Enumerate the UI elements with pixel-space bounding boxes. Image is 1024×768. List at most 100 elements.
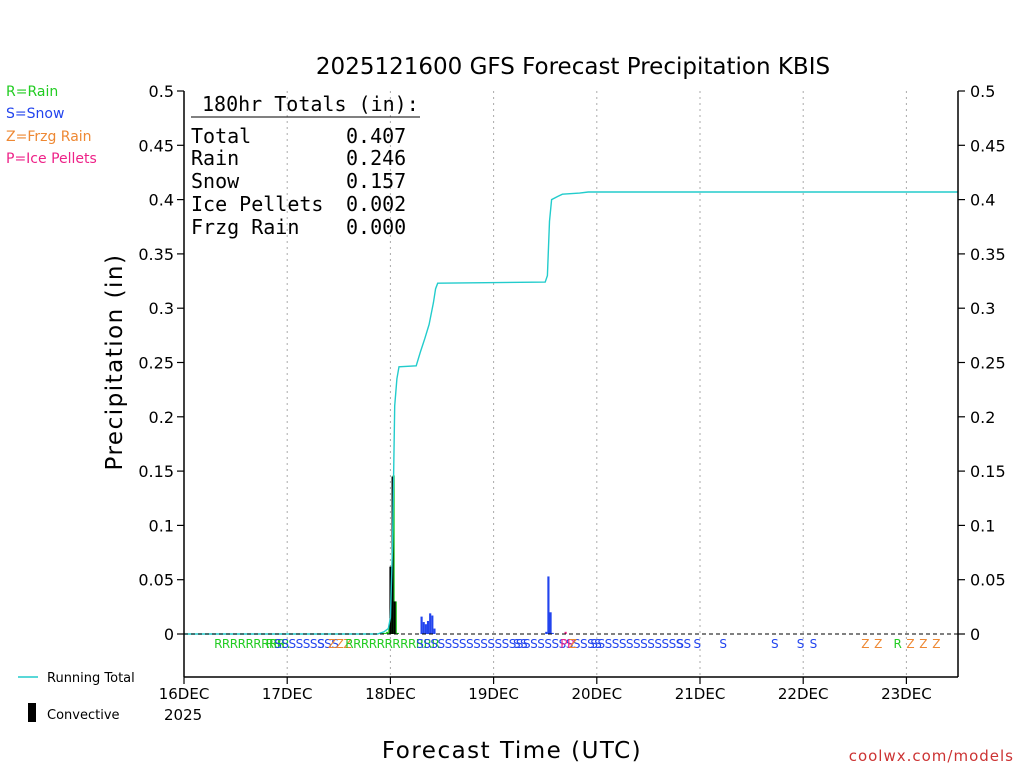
precip-type-marker-rain: RRR: [266, 637, 290, 651]
precip-bars: [379, 475, 567, 634]
y-tick-label-right: 0: [970, 625, 980, 644]
totals-value-total: 0.407: [346, 124, 406, 148]
bar-rain: [394, 601, 397, 634]
y-tick-label-right: 0.3: [970, 299, 995, 318]
precip-type-marker-rain: R: [894, 637, 902, 651]
precip-type-marker-snow: SSSSSSSSSS: [530, 637, 601, 651]
bar-snow: [424, 624, 427, 634]
legend-running-total: Running Total: [47, 671, 135, 686]
y-tick-label-right: 0.15: [970, 462, 1006, 481]
y-axis-label: Precipitation (in): [102, 254, 128, 471]
y-tick-label-left: 0.1: [149, 516, 174, 535]
precip-type-marker-snow: SS: [513, 637, 527, 651]
bar-snow: [551, 632, 554, 634]
y-tick-label-left: 0.2: [149, 408, 174, 427]
legend-snow: S=Snow: [6, 106, 64, 122]
totals-label-rain: Rain: [191, 146, 239, 170]
y-tick-label-left: 0.4: [149, 191, 174, 210]
precip-type-marker-snow: SSSSSSSSSSSSS: [590, 637, 683, 651]
y-tick-label-right: 0.35: [970, 245, 1006, 264]
x-tick-label: 18DEC: [365, 685, 416, 703]
y-tick-label-left: 0: [164, 625, 174, 644]
totals-value-ice-pellets: 0.002: [346, 192, 406, 216]
totals-value-rain: 0.246: [346, 146, 406, 170]
precip-type-marker-frzg_rain: Z: [932, 637, 940, 651]
y-tick-label-right: 0.4: [970, 191, 995, 210]
totals-value-frzg-rain: 0.000: [346, 215, 406, 239]
y-tick-label-left: 0.05: [138, 571, 174, 590]
precip-type-marker-rain: RRRRRRRRR: [214, 637, 285, 651]
y-tick-label-right: 0.25: [970, 354, 1006, 373]
y-tick-label-right: 0.2: [970, 408, 995, 427]
x-tick-label: 22DEC: [778, 685, 829, 703]
precip-type-marker-rain: RRRRRRRRRRRR: [345, 637, 439, 651]
bar-rain: [383, 632, 387, 634]
precip-type-marker-frzg_rain: Z: [569, 637, 577, 651]
precip-type-marker-snow: S: [317, 637, 324, 651]
credit-text: coolwx.com/models: [849, 747, 1014, 765]
x-tick-label: 20DEC: [572, 685, 623, 703]
totals-header: 180hr Totals (in):: [202, 92, 419, 116]
x-axis-label: Forecast Time (UTC): [382, 738, 642, 764]
totals-label-total: Total: [191, 124, 251, 148]
bar-snow: [549, 612, 552, 634]
bar-rain: [386, 631, 389, 634]
axes: 0 0 0.05 0.05 0.1 0.1 0.15 0.15 0.2 0.2 0.25 0.25 0.…: [138, 82, 1005, 703]
bar-snow: [431, 615, 434, 634]
year-label: 2025: [164, 706, 202, 724]
totals-label-ice-pellets: Ice Pellets: [191, 192, 323, 216]
y-tick-label-right: 0.05: [970, 571, 1006, 590]
x-tick-label: 19DEC: [468, 685, 519, 703]
y-tick-label-right: 0.45: [970, 136, 1006, 155]
precip-type-marker-frzg_rain: Z: [919, 637, 927, 651]
bar-rain: [396, 632, 399, 634]
running-total-line: [184, 191, 958, 635]
precip-type-marker-snow: S: [771, 637, 778, 651]
bar-snow: [420, 616, 423, 634]
precip-type-marker-frzg_rain: Z: [906, 637, 914, 651]
x-tick-label: 23DEC: [881, 685, 932, 703]
precip-type-marker-snow: S: [810, 637, 817, 651]
running-total-series: [184, 191, 958, 635]
precip-type-marker-frzg_rain: ZZZ: [328, 637, 351, 651]
y-tick-label-left: 0.3: [149, 299, 174, 318]
precip-type-marker-snow: S: [797, 637, 804, 651]
bar-rain: [381, 632, 384, 634]
legend-ice-pellets: P=Ice Pellets: [6, 151, 97, 167]
bar-ice_pellets: [564, 631, 567, 634]
precip-type-marker-snow: SS: [676, 637, 690, 651]
x-tick-label: 17DEC: [262, 685, 313, 703]
precip-type-marker-snow: S: [694, 637, 701, 651]
bar-rain: [388, 626, 391, 634]
x-tick-label: 21DEC: [675, 685, 726, 703]
bar-snow: [547, 576, 550, 634]
y-tick-label-left: 0.25: [138, 354, 174, 373]
x-tick-label: 16DEC: [159, 685, 210, 703]
bar-snow: [429, 613, 432, 634]
precip-type-marker-snow: SSSSSSSSS: [274, 637, 338, 651]
precip-type-marker-ice_pellets: PP: [560, 637, 574, 651]
bar-snow: [433, 628, 436, 634]
y-tick-label-left: 0.5: [149, 82, 174, 101]
precip-type-marker-snow: SSSSSSSSSSSSSSSS: [416, 637, 530, 651]
bar-snow: [422, 622, 425, 634]
precip-type-marker-frzg_rain: Z: [874, 637, 882, 651]
legend-convective: Convective: [47, 708, 120, 723]
y-tick-label-right: 0.1: [970, 516, 995, 535]
totals-label-frzg-rain: Frzg Rain: [191, 215, 299, 239]
chart-title: 2025121600 GFS Forecast Precipitation KB…: [316, 54, 830, 80]
bar-snow: [545, 631, 548, 634]
y-tick-label-left: 0.15: [138, 462, 174, 481]
bar-rain: [392, 475, 395, 634]
legend-frzg-rain: Z=Frzg Rain: [6, 129, 92, 145]
y-tick-label-right: 0.5: [970, 82, 995, 101]
bar-snow: [426, 620, 430, 634]
totals-box: 180hr Totals (in): Total 0.407 Rain 0.24…: [191, 92, 420, 239]
y-tick-label-left: 0.45: [138, 136, 174, 155]
totals-label-snow: Snow: [191, 169, 240, 193]
convective-bar: [393, 601, 396, 634]
legend-rain: R=Rain: [6, 84, 58, 100]
precip-type-marker-snow: S: [719, 637, 726, 651]
